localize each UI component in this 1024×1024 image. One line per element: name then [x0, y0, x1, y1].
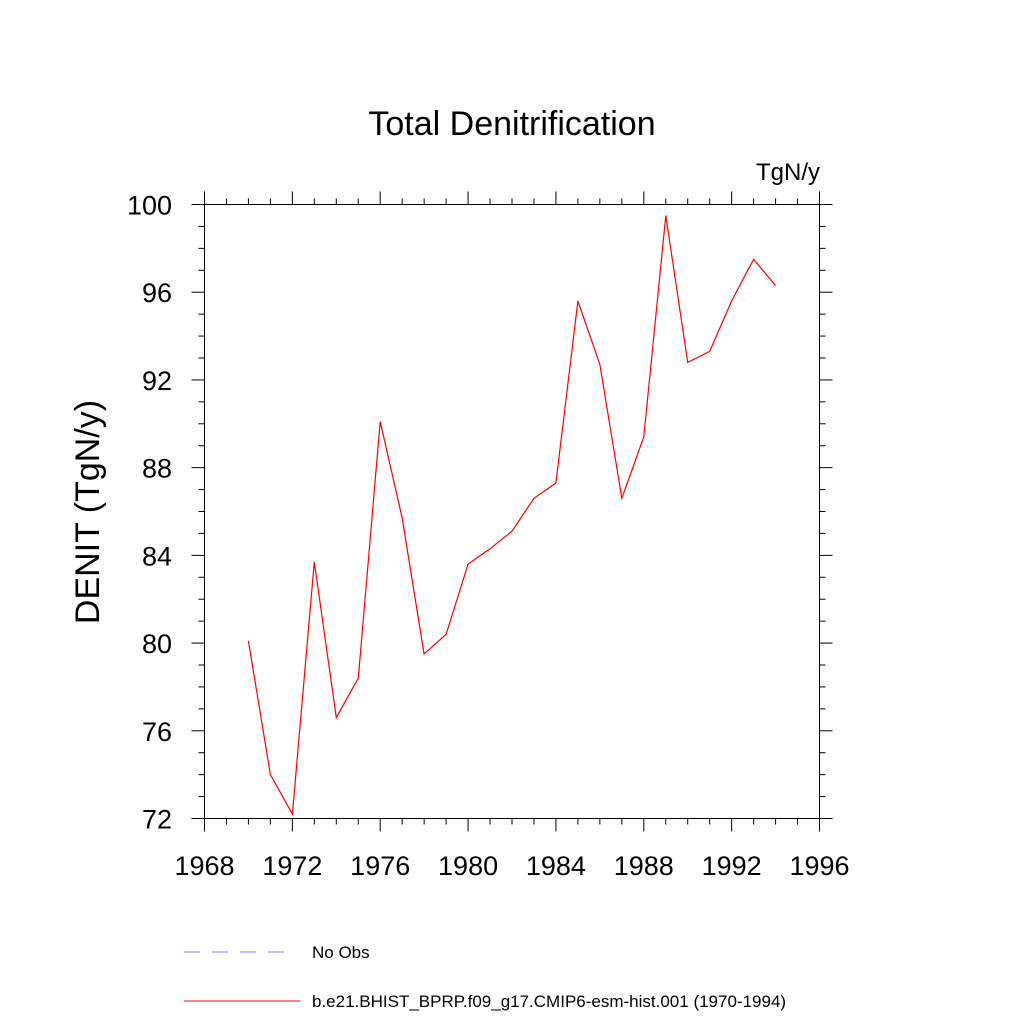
legend-label-model: b.e21.BHIST_BPRP.f09_g17.CMIP6-esm-hist.… [312, 992, 786, 1011]
series-group [247, 215, 777, 817]
x-tick-label: 1972 [262, 851, 322, 881]
y-tick-labels: 72 76 80 84 88 92 96 100 [127, 191, 172, 835]
x-tick-label: 1968 [174, 851, 234, 881]
legend-label-no-obs: No Obs [312, 943, 370, 962]
plot-frame [204, 204, 820, 819]
y-axis-label: DENIT (TgN/y) [69, 400, 107, 624]
y-tick-label: 100 [127, 191, 172, 221]
x-tick-labels: 1968 1972 1976 1980 1984 1988 1992 1996 [174, 851, 849, 881]
chart-title: Total Denitrification [368, 105, 655, 143]
x-tick-label: 1988 [614, 851, 674, 881]
x-tick-label: 1976 [350, 851, 410, 881]
y-tick-label: 88 [142, 454, 172, 484]
x-tick-label: 1996 [789, 851, 849, 881]
y-tick-label: 72 [142, 805, 172, 835]
y-tick-label: 96 [142, 278, 172, 308]
x-tick-label: 1992 [702, 851, 762, 881]
y-tick-label: 92 [142, 366, 172, 396]
units-label: TgN/y [756, 159, 820, 186]
axis-ticks [191, 191, 833, 832]
x-tick-label: 1984 [526, 851, 586, 881]
series-line [247, 215, 777, 817]
y-tick-label: 84 [142, 541, 172, 571]
y-tick-label: 76 [142, 717, 172, 747]
y-tick-label: 80 [142, 629, 172, 659]
x-tick-label: 1980 [438, 851, 498, 881]
legend: No Obs b.e21.BHIST_BPRP.f09_g17.CMIP6-es… [184, 943, 786, 1011]
